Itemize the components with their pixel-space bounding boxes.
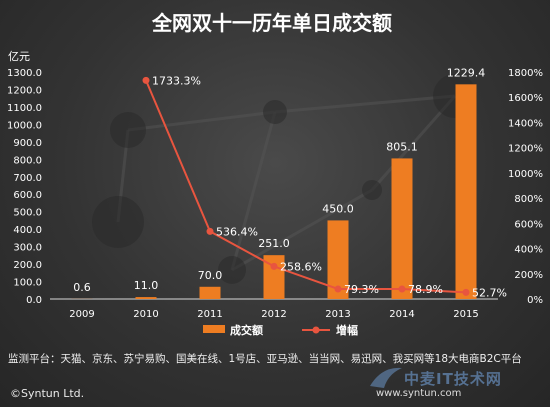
right-axis-tick-label: 1800% [508,68,543,79]
line-point [142,76,150,84]
chart-title: 全网双十一历年单日成交额 [151,11,392,35]
watermark-badge-text: 中麦IT技术网 [404,370,502,388]
left-axis-tick-label: 1100.0 [7,103,42,114]
left-axis-tick-label: 1200.0 [7,85,42,96]
right-axis-tick-label: 1000% [508,169,543,180]
left-axis-unit: 亿元 [8,50,30,63]
line-value-label: 1733.3% [152,74,201,87]
left-axis-tick-label: 300.0 [13,243,42,254]
background-decoration [92,74,477,284]
line-value-label: 536.4% [216,225,258,238]
x-axis-tick-label: 2014 [389,309,414,320]
right-axis-tick-label: 400% [514,245,543,256]
right-axis-tick-label: 0% [527,295,543,306]
decoration-node [218,256,246,284]
left-axis-tick-label: 1000.0 [7,120,42,131]
line-point [334,285,342,293]
x-axis-tick-label: 2010 [133,309,158,320]
legend-swatch-bar [203,325,225,333]
footer-monitoring-note: 监测平台：天猫、京东、苏宁易购、国美在线、1号店、亚马逊、当当网、易迅网、我买网… [8,353,522,365]
line-point [398,285,406,293]
left-axis-tick-label: 800.0 [13,155,42,166]
decoration-node [92,196,144,248]
bar-value-label: 450.0 [322,202,354,215]
bar [327,220,349,299]
bar-value-label: 0.6 [73,281,91,294]
left-axis-tick-label: 600.0 [13,190,42,201]
right-axis-tick-label: 600% [514,219,543,230]
copyright-text: ©Syntun Ltd. [10,387,85,400]
left-axis-tick-label: 100.0 [13,278,42,289]
decoration-link [230,111,277,271]
right-axis-tick-label: 1400% [508,118,543,129]
line-value-label: 78.9% [408,283,443,296]
left-axis-tick-label: 400.0 [13,225,42,236]
bar-series: 0.6 11.0 70.0 251.0 450.0 805.1 1229.4 [71,66,486,299]
line-point [206,227,214,235]
legend: 成交额 增幅 [203,323,358,337]
bar-value-label: 11.0 [134,279,159,292]
x-axis-tick-label: 2013 [325,309,350,320]
left-axis-tick-label: 0.0 [26,295,42,306]
decoration-link [274,94,456,114]
legend-label-bar: 成交额 [230,323,263,337]
right-axis-tick-label: 1200% [508,144,543,155]
line-point [462,288,470,296]
line-point [270,262,278,270]
decoration-link [127,110,276,132]
line-series: 1733.3% 536.4% 258.6% 79.3% 78.9% 52.7% [142,74,507,299]
bar-value-label: 1229.4 [447,66,486,79]
left-axis-tick-label: 200.0 [13,260,42,271]
right-axis-tick-label: 200% [514,270,543,281]
x-axis-tick-label: 2011 [197,309,222,320]
left-axis-tick-label: 1300.0 [7,68,42,79]
bar-value-label: 70.0 [198,269,223,282]
x-axis-tick-label: 2012 [261,309,286,320]
line-value-label: 258.6% [280,260,322,273]
watermark-wing-icon [370,367,402,388]
bar-value-label: 805.1 [386,140,418,153]
x-axis-tick-label: 2015 [453,309,478,320]
x-axis-tick-label: 2009 [69,309,94,320]
bar [391,158,413,299]
legend-label-line: 增幅 [336,323,358,337]
bar [455,84,477,299]
bar-value-label: 251.0 [258,237,290,250]
line-value-label: 52.7% [472,286,507,299]
watermark-logo: 中麦IT技术网 [368,362,548,392]
axes: 0.0 100.0 200.0 300.0 400.0 500.0 600.0 700.0 80… [7,68,543,320]
line-path [145,80,467,294]
decoration-node [110,112,146,148]
line-value-label: 79.3% [344,283,379,296]
decoration-node [263,100,287,124]
left-axis-tick-label: 900.0 [13,138,42,149]
bar [263,255,285,299]
left-axis-tick-label: 700.0 [13,173,42,184]
right-axis-tick-label: 1600% [508,93,543,104]
watermark-url: www.syntun.com [376,388,462,399]
legend-swatch-marker [312,326,320,334]
right-axis-tick-label: 800% [514,194,543,205]
decoration-node [362,180,382,200]
bar [199,286,221,299]
left-axis-tick-label: 500.0 [13,208,42,219]
bar [135,297,157,299]
